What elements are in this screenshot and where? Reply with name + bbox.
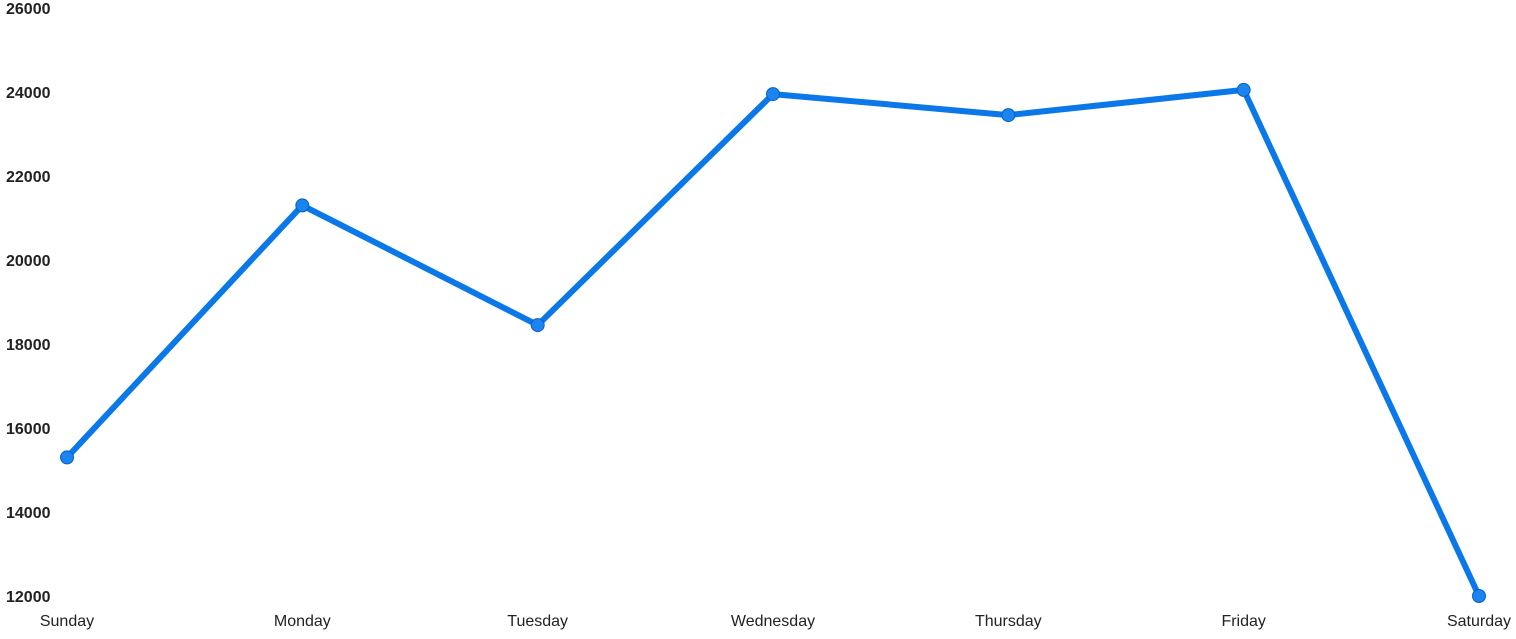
data-point: [530, 318, 545, 333]
y-tick-label: 22000: [6, 169, 51, 186]
y-axis-ticks: 12000 14000 16000 18000 20000 22000 24000 26000: [6, 1, 51, 606]
y-tick-label: 26000: [6, 1, 51, 18]
data-point: [766, 87, 780, 102]
series-line: [64, 86, 1482, 599]
data-point: [60, 450, 74, 465]
y-tick-label: 20000: [6, 253, 51, 270]
y-tick-label: 18000: [6, 337, 51, 354]
data-point: [1472, 589, 1486, 603]
marker-layer: [60, 82, 1486, 603]
x-tick-label: Thursday: [975, 613, 1042, 630]
x-tick-label: Tuesday: [507, 613, 568, 630]
x-tick-label: Friday: [1221, 613, 1265, 630]
x-tick-label: Monday: [274, 613, 331, 630]
series-layer: [64, 86, 1482, 599]
y-tick-label: 14000: [6, 505, 51, 522]
y-tick-label: 16000: [6, 421, 51, 438]
x-tick-label: Saturday: [1447, 613, 1511, 630]
x-axis-ticks: Sunday Monday Tuesday Wednesday Thursday Frid…: [40, 613, 1511, 630]
y-tick-label: 24000: [6, 85, 51, 102]
data-point: [1236, 82, 1251, 97]
data-point: [295, 198, 310, 213]
data-point: [1001, 108, 1016, 123]
x-tick-label: Wednesday: [731, 613, 815, 630]
y-tick-label: 12000: [6, 589, 51, 606]
x-tick-label: Sunday: [40, 613, 94, 630]
